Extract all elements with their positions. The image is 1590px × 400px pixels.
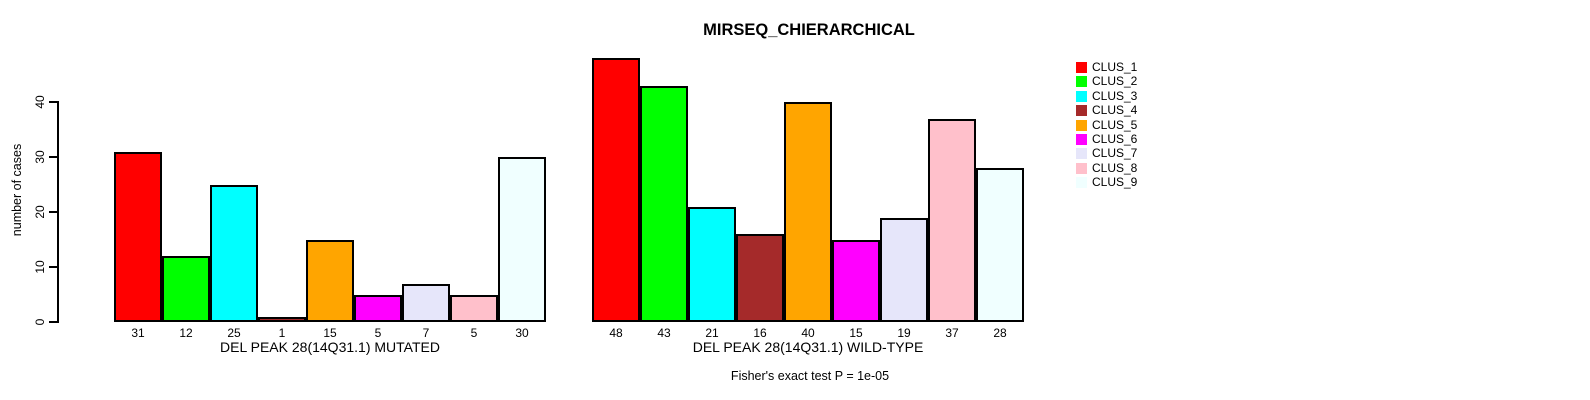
y-axis-tick bbox=[49, 101, 57, 103]
bar-value-label: 48 bbox=[609, 326, 623, 340]
legend-label: CLUS_2 bbox=[1092, 74, 1138, 89]
legend-item: CLUS_2 bbox=[1076, 74, 1138, 89]
legend-item: CLUS_5 bbox=[1076, 117, 1138, 132]
bar bbox=[928, 118, 976, 322]
legend-item: CLUS_6 bbox=[1076, 131, 1138, 146]
y-axis-tick-label: 30 bbox=[33, 150, 47, 164]
y-axis-tick-label: 0 bbox=[33, 318, 47, 326]
bar-value-label: 21 bbox=[705, 326, 719, 340]
bar-value-label: 16 bbox=[753, 326, 767, 340]
bar bbox=[736, 234, 784, 322]
legend-label: CLUS_1 bbox=[1092, 60, 1138, 74]
legend-color-swatch bbox=[1076, 162, 1087, 174]
bar bbox=[880, 217, 928, 322]
legend-label: CLUS_3 bbox=[1092, 88, 1138, 103]
bar-value-label: 37 bbox=[945, 326, 959, 340]
legend-item: CLUS_7 bbox=[1076, 146, 1138, 161]
bar bbox=[114, 151, 162, 322]
bar bbox=[832, 239, 880, 322]
y-axis-line bbox=[57, 101, 59, 323]
bar bbox=[354, 294, 402, 322]
legend-item: CLUS_8 bbox=[1076, 160, 1138, 175]
legend-color-swatch bbox=[1076, 90, 1087, 102]
bar bbox=[976, 168, 1024, 322]
legend-color-swatch bbox=[1076, 105, 1087, 117]
bar-value-label: 43 bbox=[657, 326, 671, 340]
y-axis-tick bbox=[49, 211, 57, 213]
bar bbox=[162, 256, 210, 322]
legend-item: CLUS_3 bbox=[1076, 88, 1138, 103]
legend: CLUS_1 CLUS_2 CLUS_3 CLUS_4 CLUS_5 CLUS_6 CLUS… bbox=[1076, 60, 1138, 192]
legend-item: CLUS_9 bbox=[1076, 175, 1138, 190]
bar-value-label: 12 bbox=[179, 326, 193, 340]
y-axis-tick bbox=[49, 266, 57, 268]
y-axis-tick bbox=[49, 321, 57, 323]
y-axis-tick-label: 10 bbox=[33, 260, 47, 274]
legend-label: CLUS_8 bbox=[1092, 160, 1138, 175]
bar bbox=[688, 206, 736, 322]
bar bbox=[210, 184, 258, 322]
bar-value-label: 30 bbox=[515, 326, 529, 340]
x-axis-label-wildtype: DEL PEAK 28(14Q31.1) WILD-TYPE bbox=[692, 339, 924, 355]
bar-value-label: 5 bbox=[374, 326, 382, 340]
y-axis-tick-label: 40 bbox=[33, 95, 47, 109]
legend-color-swatch bbox=[1076, 148, 1087, 160]
bar bbox=[592, 58, 640, 322]
bar bbox=[498, 157, 546, 322]
bar bbox=[640, 85, 688, 322]
legend-color-swatch bbox=[1076, 62, 1087, 73]
legend-item: CLUS_4 bbox=[1076, 103, 1138, 118]
bar-value-label: 5 bbox=[470, 326, 478, 340]
bar-value-label: 40 bbox=[801, 326, 815, 340]
legend-label: CLUS_7 bbox=[1092, 146, 1138, 161]
x-axis-label-mutated: DEL PEAK 28(14Q31.1) MUTATED bbox=[220, 339, 440, 355]
bar-value-label: 7 bbox=[422, 326, 430, 340]
bar-value-label: 31 bbox=[131, 326, 145, 340]
chart-title: MIRSEQ_CHIERARCHICAL bbox=[703, 21, 915, 39]
fisher-test-annotation: Fisher's exact test P = 1e-05 bbox=[730, 369, 890, 383]
y-axis-tick bbox=[49, 156, 57, 158]
bar bbox=[258, 316, 306, 322]
bar bbox=[306, 239, 354, 322]
y-axis-tick-label: 20 bbox=[33, 205, 47, 219]
bar-value-label: 19 bbox=[897, 326, 911, 340]
legend-color-swatch bbox=[1076, 133, 1087, 145]
bar bbox=[784, 102, 832, 322]
legend-label: CLUS_4 bbox=[1092, 103, 1138, 118]
legend-color-swatch bbox=[1076, 119, 1087, 131]
bar bbox=[402, 283, 450, 322]
legend-color-swatch bbox=[1076, 76, 1087, 88]
legend-label: CLUS_9 bbox=[1092, 175, 1138, 190]
legend-color-swatch bbox=[1076, 177, 1087, 189]
bar-value-label: 1 bbox=[278, 326, 286, 340]
bar-value-label: 15 bbox=[849, 326, 863, 340]
bar-value-label: 15 bbox=[323, 326, 337, 340]
bar-value-label: 28 bbox=[993, 326, 1007, 340]
legend-label: CLUS_5 bbox=[1092, 117, 1138, 132]
legend-item: CLUS_1 bbox=[1076, 60, 1138, 74]
bar bbox=[450, 294, 498, 322]
bar-value-label: 25 bbox=[227, 326, 241, 340]
legend-label: CLUS_6 bbox=[1092, 131, 1138, 146]
y-axis-label: number of cases bbox=[10, 143, 24, 237]
